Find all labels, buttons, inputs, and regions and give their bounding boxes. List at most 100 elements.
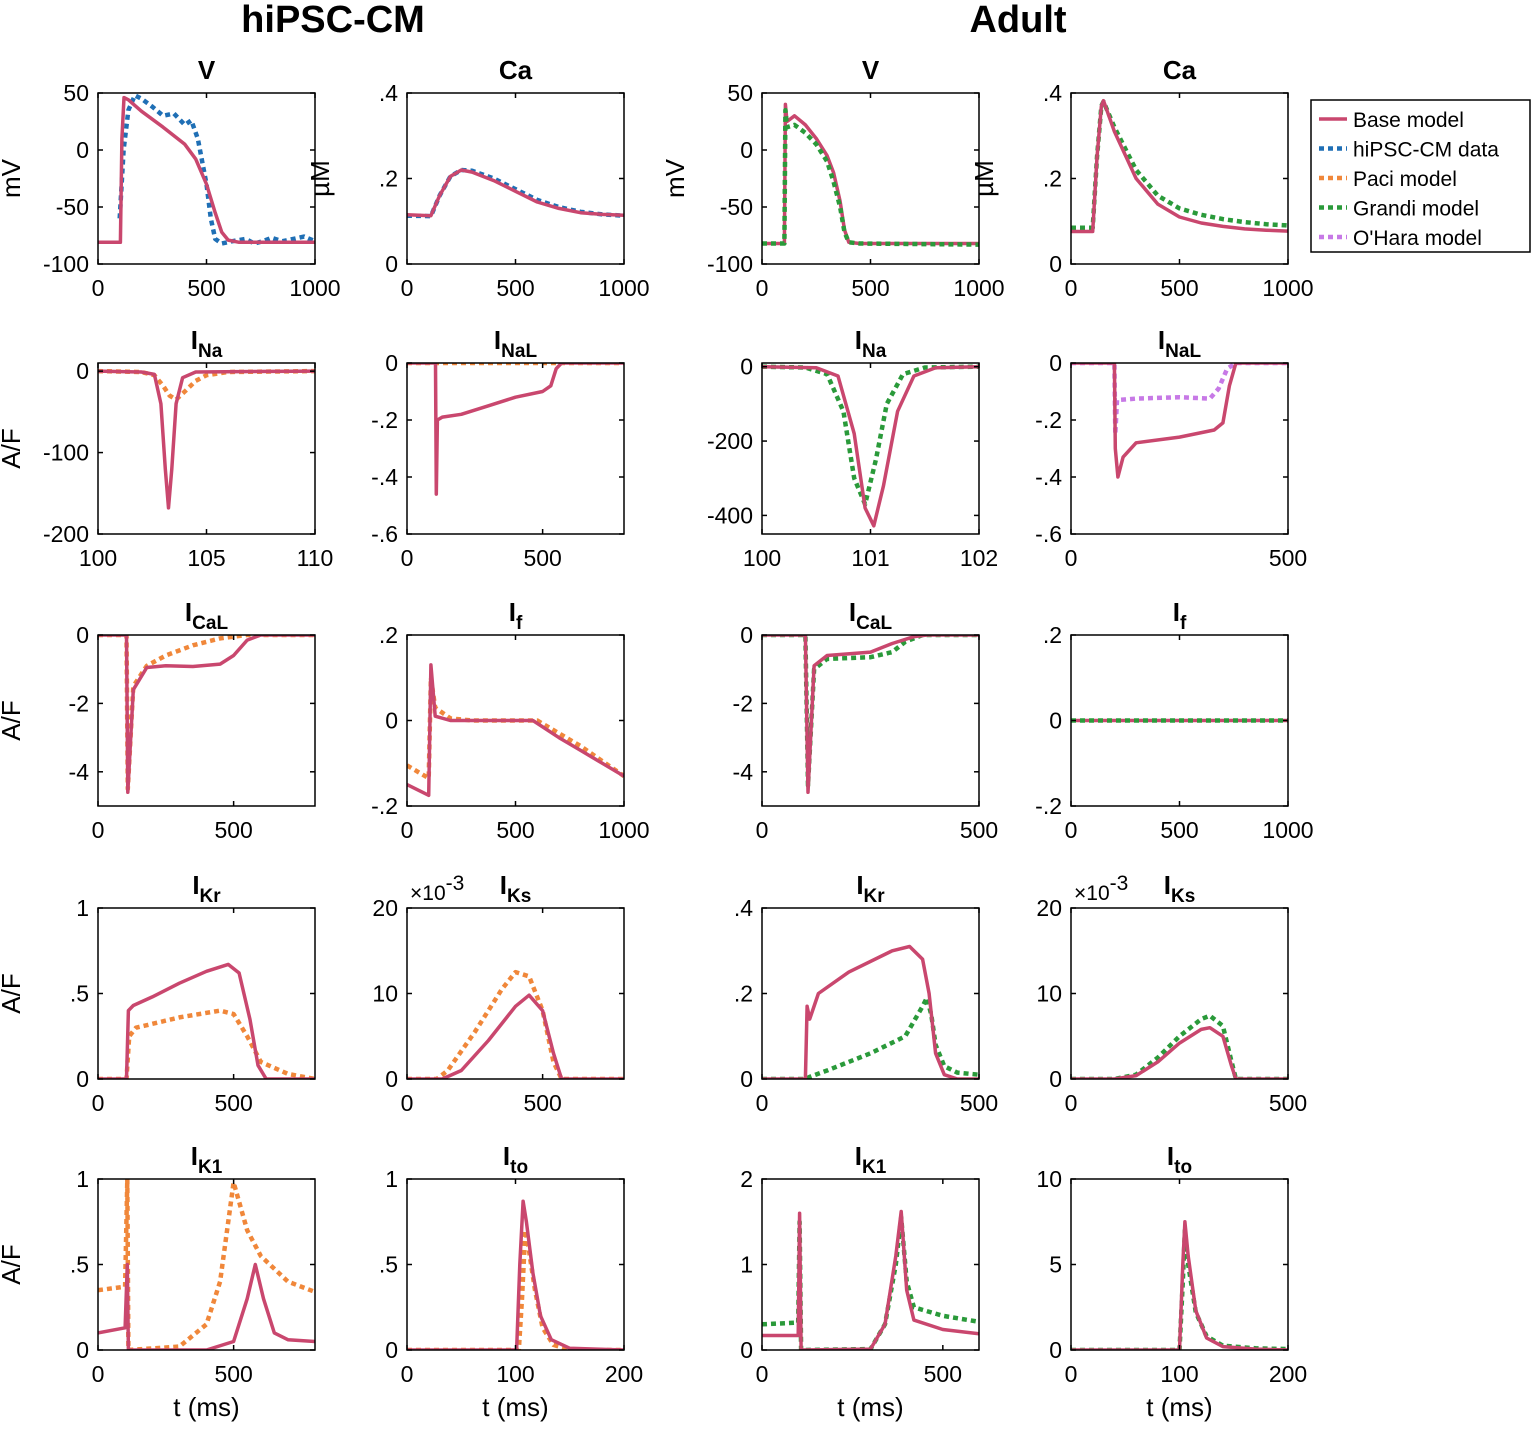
series-line-base [407,993,624,1079]
y-tick-label: 10 [1036,981,1062,1007]
panel-title: Ca [499,55,533,85]
y-tick-label: -.2 [371,793,398,819]
y-tick-label: 0 [385,350,398,376]
y-tick-label: 10 [1036,1166,1062,1192]
y-tick-label: 0 [1049,1337,1062,1363]
y-tick-label: -2 [733,690,753,716]
panel-a-IKs: 0 500 0 10 20 IKs ×10-3 [1036,870,1307,1116]
y-tick-label: 0 [1049,251,1062,277]
y-tick-label: -100 [43,251,89,277]
y-axis-label: A/F [0,700,26,740]
panel-title: IKs [1164,870,1196,907]
axes-box [761,92,980,265]
x-tick-label: 0 [401,545,414,571]
x-tick-label: 0 [401,1361,414,1387]
axes-box [97,1178,316,1351]
x-tick-label: 0 [92,1361,105,1387]
panel-a-IK1: 0 500 0 1 2 IK1 t (ms) [740,1141,980,1422]
series-line-base [762,1209,979,1350]
y-tick-label: 0 [1049,708,1062,734]
x-axis-label: t (ms) [482,1392,548,1422]
panel-title: ICaL [185,597,229,634]
y-tick-label: 0 [385,251,398,277]
panel-h-IK1: 0 500 0 .5 1 IK1 A/F t (ms) [0,1141,316,1422]
series-line-base [407,1199,624,1350]
panel-title: IKs [500,870,532,907]
y-tick-label: 1 [76,895,89,921]
axes-box [761,907,980,1080]
y-tick-label: -.4 [371,464,398,490]
series-line-paci [98,1008,315,1079]
axes-box [1070,362,1289,535]
legend-label: Base model [1353,109,1464,132]
y-axis-label: µM [305,160,335,197]
series-line-data [117,93,315,246]
series-group [98,1179,315,1350]
x-tick-label: 0 [756,1090,769,1116]
x-tick-label: 0 [1065,1361,1078,1387]
x-tick-label: 1000 [289,275,340,301]
y-tick-label: .5 [379,1252,398,1278]
panel-h-Ca: 0 500 1000 0 .2 .4 Ca µM [305,55,650,301]
series-group [1071,363,1288,479]
x-tick-label: 500 [851,275,889,301]
y-tick-label: .2 [379,622,398,648]
panel-a-V: 0 500 1000 -100 -50 0 50 VmV [660,55,1005,301]
series-group [762,102,979,247]
panel-h-INaL: 0 500 -.6 -.4 -.2 0 INaL [371,325,625,571]
x-axis-label: t (ms) [837,1392,903,1422]
legend-item-data: hiPSC-CM data [1319,139,1499,162]
y-tick-label: .4 [734,895,753,921]
y-tick-label: 0 [76,1066,89,1092]
x-tick-label: 500 [214,817,252,843]
axes-box [406,92,625,265]
series-group [407,1199,624,1350]
y-tick-label: -.2 [1035,793,1062,819]
y-tick-label: -4 [69,759,90,785]
series-line-ohara [1071,363,1288,437]
y-tick-label: .5 [70,1252,89,1278]
x-tick-label: 0 [1065,817,1078,843]
panel-h-IKr: 0 500 0 .5 1 IKr A/F [0,870,316,1116]
series-line-paci [98,1179,315,1350]
axes-box [97,634,316,807]
panel-a-If: 0 500 1000-.20.2If [1035,597,1313,843]
y-tick-label: -4 [733,759,754,785]
x-tick-label: 1000 [1262,275,1313,301]
series-line-base [98,369,315,510]
y-tick-label: 1 [385,1166,398,1192]
legend-label: Paci model [1353,168,1457,191]
y-tick-label: 0 [385,1066,398,1092]
series-line-base [98,1262,315,1350]
y-tick-label: .4 [1043,80,1062,106]
x-tick-label: 0 [756,1361,769,1387]
axes-box [97,907,316,1080]
y-axis-label: mV [660,158,690,198]
x-tick-label: 500 [214,1090,252,1116]
axes-box [406,1178,625,1351]
y-tick-label: 0 [76,358,89,384]
series-line-grandi [762,635,979,788]
series-group [1071,98,1288,234]
series-line-base [407,168,624,218]
series-group [1071,1013,1288,1079]
panel-title: INaL [494,325,538,362]
series-group [407,167,624,219]
x-axis-label: t (ms) [1146,1392,1212,1422]
y-tick-label: -50 [720,194,753,220]
y-tick-label: 0 [1049,1066,1062,1092]
panel-a-ICaL: 0 500 -4 -2 0 ICaL [733,597,999,843]
y-tick-label: -.2 [1035,407,1062,433]
series-group [762,364,979,528]
legend-label: hiPSC-CM data [1353,139,1499,162]
panel-title: ICaL [849,597,893,634]
x-tick-label: 500 [960,1090,998,1116]
legend-item-paci: Paci model [1319,168,1457,191]
series-line-paci [407,675,624,781]
x-tick-label: 0 [756,275,769,301]
panel-a-INaL: 0 500 -.6 -.4 -.2 0 INaL [1035,325,1307,571]
y-tick-label: 20 [372,895,398,921]
x-tick-label: 0 [1065,1090,1078,1116]
